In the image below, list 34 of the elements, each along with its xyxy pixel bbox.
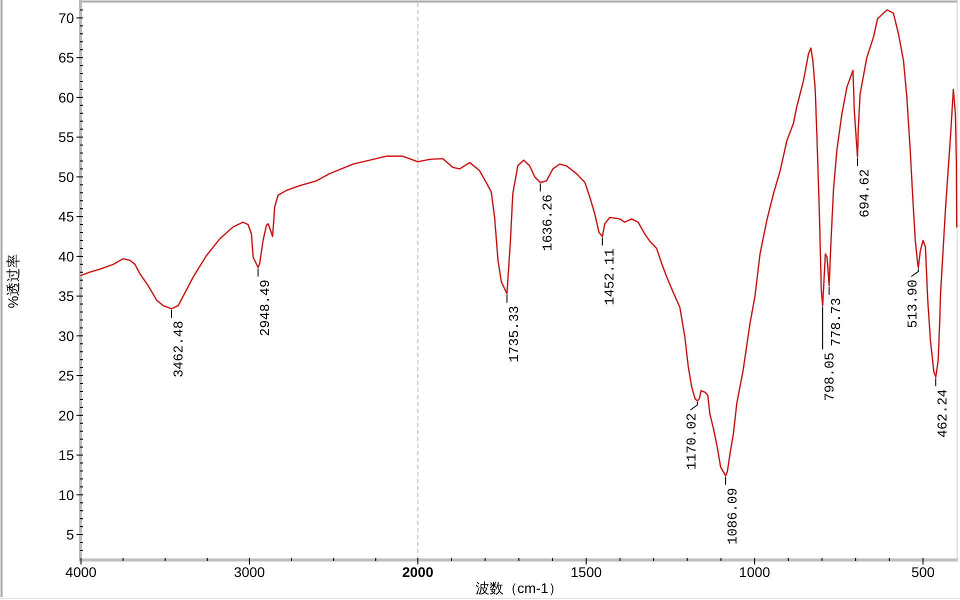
y-tick-label: 70 bbox=[58, 10, 74, 26]
annotation: 778.73 bbox=[830, 298, 846, 346]
annotation: 1170.02 bbox=[685, 413, 700, 470]
annotation: 462.24 bbox=[936, 389, 952, 438]
y-tick-label: 30 bbox=[58, 328, 74, 344]
y-tick-label: 10 bbox=[58, 486, 74, 503]
annotation: 798.05 bbox=[824, 352, 839, 401]
annotation: 2948.49 bbox=[259, 279, 274, 336]
y-tick-label: 5 bbox=[66, 526, 74, 543]
y-tick-label: 60 bbox=[58, 89, 74, 106]
annotation: 513.90 bbox=[906, 279, 922, 328]
y-tick-label: 35 bbox=[58, 288, 74, 304]
y-tick-label: 25 bbox=[58, 368, 74, 384]
y-tick-label: 40 bbox=[58, 248, 74, 264]
y-tick-label: 15 bbox=[58, 447, 74, 464]
x-tick-label: 2000 bbox=[402, 564, 434, 580]
annotation: 694.62 bbox=[858, 169, 874, 218]
y-tick-label: 50 bbox=[58, 168, 74, 185]
y-tick-label: 65 bbox=[58, 50, 74, 66]
annotation: 1086.09 bbox=[726, 488, 742, 544]
y-tick-label: 55 bbox=[58, 129, 74, 146]
y-axis-title: %透过率 bbox=[5, 254, 21, 308]
x-tick-label: 1000 bbox=[739, 564, 770, 580]
annotation: 1636.26 bbox=[541, 194, 556, 252]
y-tick-label: 20 bbox=[58, 407, 74, 424]
x-tick-label: 500 bbox=[911, 564, 935, 580]
x-tick-label: 1500 bbox=[570, 564, 602, 580]
annotation: 1735.33 bbox=[508, 306, 523, 362]
annotation: 3462.48 bbox=[172, 320, 188, 378]
y-tick-label: 45 bbox=[58, 208, 74, 225]
x-tick-label: 3000 bbox=[234, 564, 266, 580]
x-tick-label: 4000 bbox=[65, 564, 97, 580]
x-axis-title: 波数（cm-1） bbox=[475, 580, 562, 596]
annotation: 1452.11 bbox=[603, 248, 618, 306]
